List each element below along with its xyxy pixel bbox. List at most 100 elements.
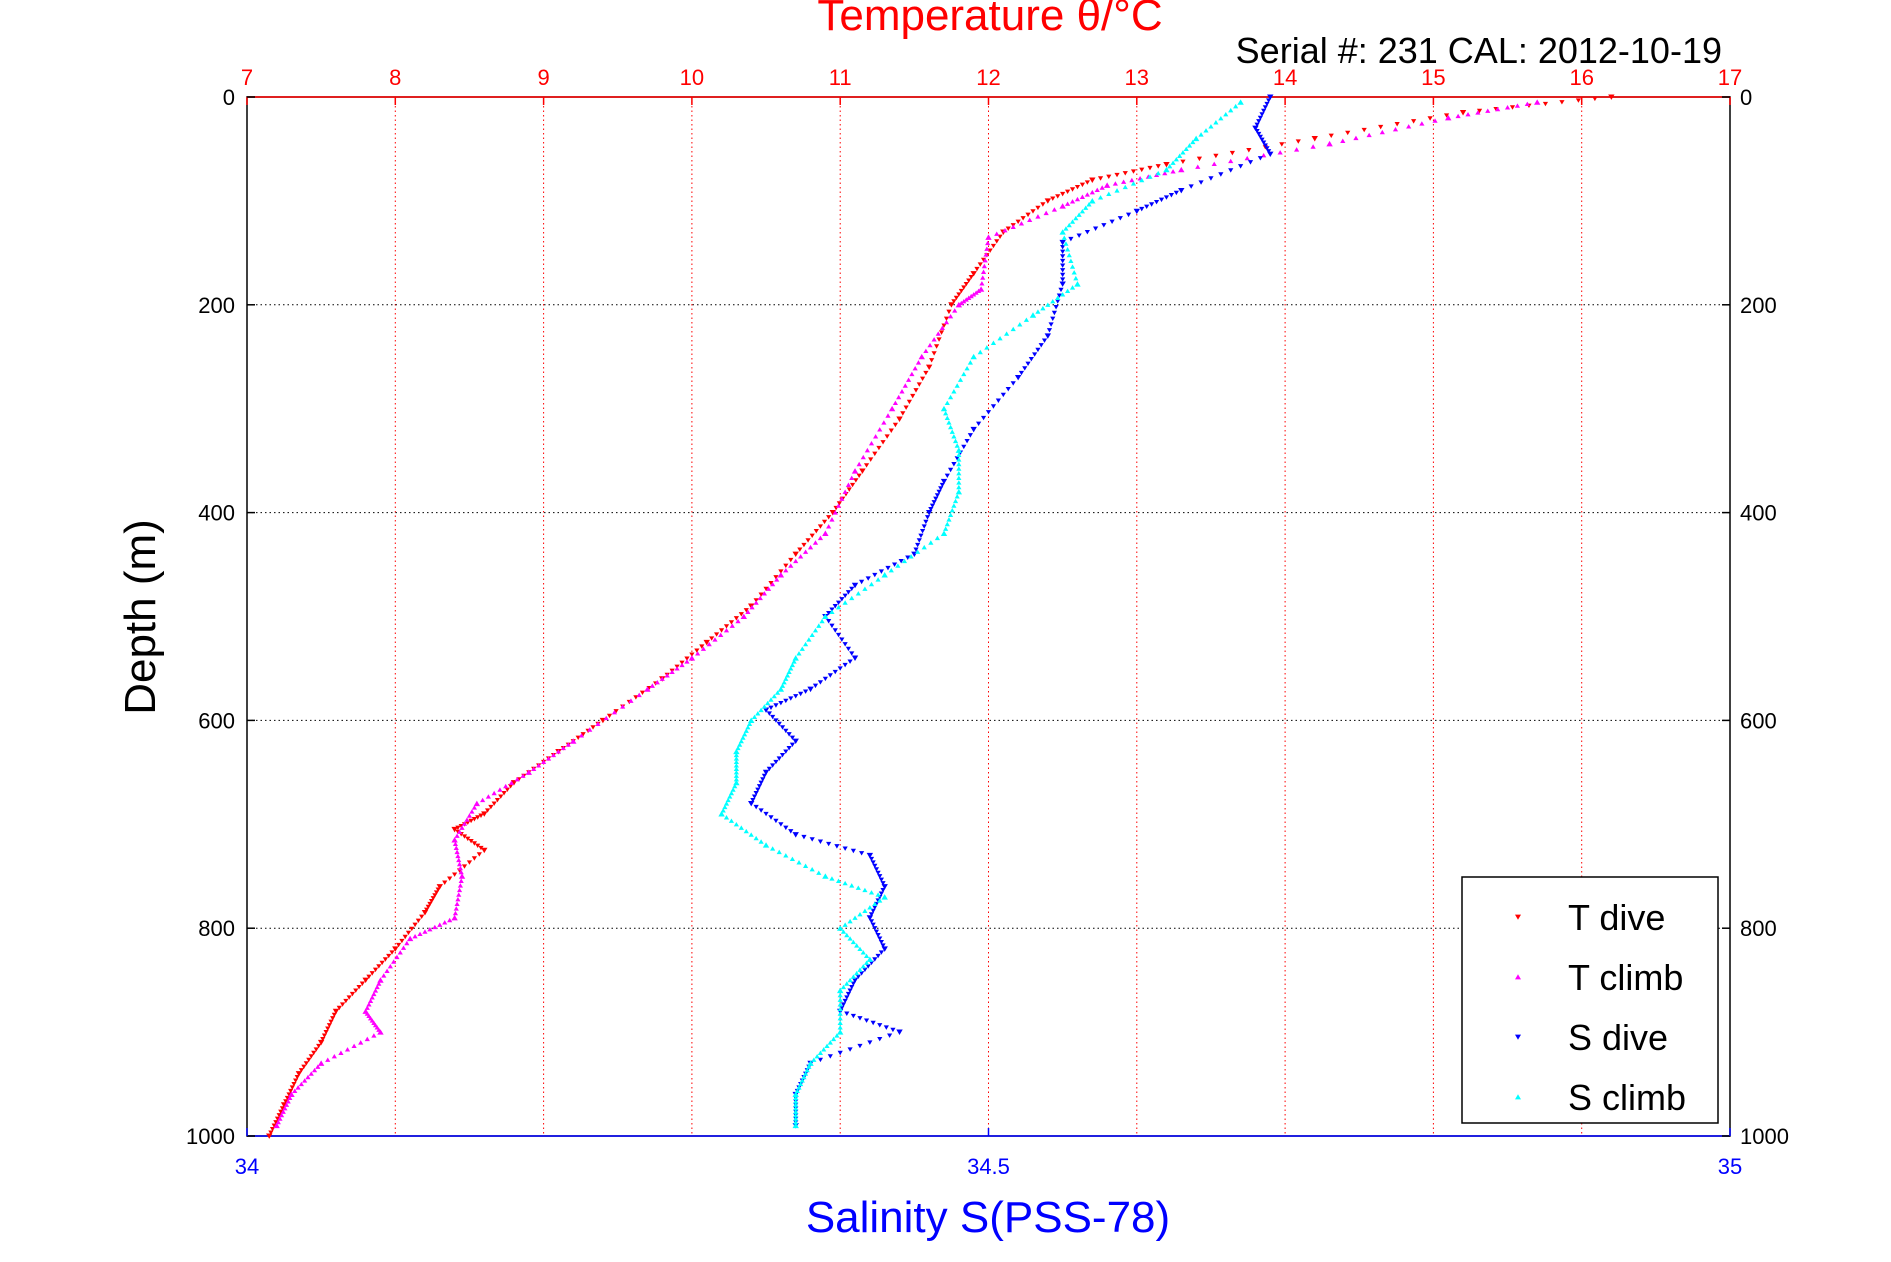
data-point <box>793 1112 799 1118</box>
data-point <box>1170 160 1176 165</box>
data-point <box>789 856 796 862</box>
data-point <box>792 551 799 558</box>
data-point <box>1254 128 1260 134</box>
data-point <box>392 946 399 952</box>
data-point <box>419 914 425 919</box>
data-point <box>872 901 878 907</box>
data-point <box>1345 130 1351 136</box>
data-point <box>870 860 876 865</box>
data-point <box>471 805 477 810</box>
data-point <box>1074 184 1081 190</box>
data-point <box>837 987 844 994</box>
data-point <box>842 600 848 605</box>
data-point <box>811 1057 817 1062</box>
data-point <box>415 918 421 924</box>
data-point <box>1257 134 1263 140</box>
data-point <box>822 530 829 536</box>
data-point <box>461 821 468 826</box>
data-point <box>817 524 824 529</box>
data-point <box>453 845 459 851</box>
data-point <box>1445 114 1452 121</box>
data-point <box>295 1071 303 1077</box>
data-point <box>895 563 901 568</box>
data-point <box>458 869 464 875</box>
temperature-tick-label: 17 <box>1718 65 1742 90</box>
data-point <box>1000 392 1006 398</box>
data-point <box>934 493 941 498</box>
data-point <box>1084 192 1090 197</box>
data-point <box>1002 227 1008 233</box>
data-point <box>684 659 690 664</box>
data-point <box>842 922 848 927</box>
data-point <box>751 714 758 720</box>
data-point <box>765 586 772 591</box>
data-point <box>748 832 754 837</box>
data-point <box>956 457 962 462</box>
data-point <box>1099 185 1105 190</box>
data-point <box>277 1116 283 1121</box>
data-point <box>1050 316 1056 321</box>
data-point <box>758 839 764 844</box>
data-point <box>430 896 436 901</box>
data-point <box>952 498 959 504</box>
data-point <box>880 440 886 445</box>
data-point <box>740 735 746 740</box>
data-point <box>783 749 789 754</box>
data-point <box>387 963 393 969</box>
data-point <box>603 715 609 721</box>
data-point <box>935 331 941 336</box>
data-point <box>878 891 884 896</box>
data-point <box>826 841 832 847</box>
data-point <box>951 503 957 508</box>
data-point <box>788 829 794 834</box>
data-point <box>287 1095 293 1100</box>
data-point <box>1294 147 1300 152</box>
data-point <box>1125 212 1132 218</box>
data-point <box>839 1005 845 1011</box>
data-point <box>1203 128 1209 133</box>
data-point <box>970 353 977 360</box>
data-point <box>738 825 744 830</box>
data-point <box>458 873 466 879</box>
data-point <box>786 669 792 674</box>
data-point <box>826 610 832 616</box>
data-point <box>728 818 735 823</box>
data-point <box>452 841 459 847</box>
data-point <box>1262 143 1268 148</box>
data-point <box>847 936 853 941</box>
data-point <box>860 963 866 969</box>
data-point <box>455 896 461 902</box>
data-point <box>391 959 397 964</box>
data-point <box>1213 153 1219 159</box>
data-point <box>404 940 410 946</box>
data-point <box>1228 158 1234 164</box>
data-point <box>491 790 497 796</box>
data-point <box>813 528 819 534</box>
data-point <box>755 787 761 793</box>
data-point <box>457 883 463 888</box>
data-point <box>381 973 387 978</box>
data-point <box>1476 108 1483 114</box>
data-point <box>550 752 557 758</box>
data-point <box>877 898 883 903</box>
data-point <box>738 612 744 617</box>
data-point <box>974 266 980 272</box>
data-point <box>476 852 482 857</box>
data-point <box>985 410 992 415</box>
data-point <box>1180 150 1186 155</box>
data-point <box>451 837 458 843</box>
data-point <box>1163 161 1170 168</box>
data-point <box>1237 99 1244 105</box>
data-point <box>733 776 739 782</box>
data-point <box>963 297 969 302</box>
data-point <box>873 434 879 439</box>
data-point <box>837 1025 843 1030</box>
data-point <box>488 804 494 810</box>
data-point <box>288 1088 294 1094</box>
data-point <box>425 904 431 910</box>
data-point <box>793 1105 799 1111</box>
data-point <box>471 817 477 822</box>
data-point <box>295 1085 301 1090</box>
data-point <box>929 503 936 509</box>
data-point <box>379 960 385 966</box>
